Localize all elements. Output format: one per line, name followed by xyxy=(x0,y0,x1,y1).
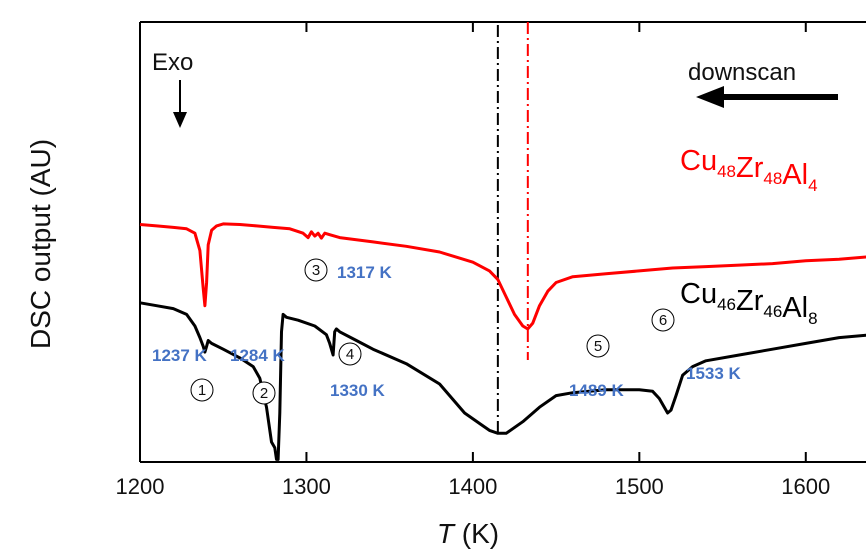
peak-3-number: 3 xyxy=(312,262,320,279)
peak-6-marker xyxy=(651,308,675,332)
peak-5: 5 1489 K xyxy=(569,334,625,400)
peak-1-temp: 1237 K xyxy=(152,346,208,365)
series-label-element: Zr xyxy=(736,152,764,184)
x-tick-label-1600: 1600 xyxy=(781,474,830,499)
series-label-element: Al xyxy=(782,159,808,191)
series-line-cu46zr46al8 xyxy=(139,301,866,461)
x-tick-label-1200: 1200 xyxy=(116,474,165,499)
scan-arrow-head xyxy=(696,86,724,108)
series-line-cu48zr48al4 xyxy=(139,222,866,331)
series-label-element: Cu xyxy=(680,145,717,177)
series-label-subscript: 48 xyxy=(717,162,736,181)
peak-3: 3 1317 K xyxy=(304,258,393,282)
peak-2-marker xyxy=(252,381,276,405)
peak-1-number: 1 xyxy=(198,382,206,399)
peak-1-marker xyxy=(190,378,214,402)
peak-6-temp: 1533 K xyxy=(686,364,742,383)
reference-lines xyxy=(496,22,529,433)
x-axis-title: T (K) xyxy=(437,518,499,549)
x-tick-label-1400: 1400 xyxy=(448,474,497,499)
peak-2-temp: 1284 K xyxy=(230,346,286,365)
series-lines xyxy=(139,222,866,461)
peak-3-marker xyxy=(304,258,328,282)
exo-arrow-head xyxy=(173,112,187,128)
series-label-subscript: 46 xyxy=(717,295,736,314)
peak-3-temp: 1317 K xyxy=(337,263,393,282)
series-label-subscript: 4 xyxy=(808,176,817,195)
scan-label: downscan xyxy=(688,59,796,86)
x-tick-label-1500: 1500 xyxy=(615,474,664,499)
series-label-element: Zr xyxy=(736,285,764,317)
series-label-cu48zr48al4: Cu48Zr48Al4 xyxy=(680,145,818,195)
peak-4-temp: 1330 K xyxy=(330,381,386,400)
y-axis-title: DSC output (AU) xyxy=(25,139,56,349)
peak-5-marker xyxy=(586,334,610,358)
peak-4-marker xyxy=(338,342,362,366)
x-ticks: 1200 1300 1400 1500 1600 xyxy=(116,22,830,499)
peak-1: 1 1237 K xyxy=(152,346,214,402)
x-axis-title-unit: (K) xyxy=(454,518,499,549)
series-label-subscript: 48 xyxy=(763,169,782,188)
peak-5-number: 5 xyxy=(594,338,602,355)
x-tick-label-1300: 1300 xyxy=(282,474,331,499)
peak-4-number: 4 xyxy=(346,346,354,363)
peak-6: 6 1533 K xyxy=(651,308,742,383)
peak-2: 2 1284 K xyxy=(230,346,286,405)
series-label-element: Al xyxy=(782,292,808,324)
series-label-subscript: 46 xyxy=(763,302,782,321)
series-label-cu46zr46al8: Cu46Zr46Al8 xyxy=(680,278,818,328)
x-axis-title-symbol: T xyxy=(437,518,456,549)
series-label-subscript: 8 xyxy=(808,309,817,328)
peak-2-number: 2 xyxy=(260,385,268,402)
peak-4: 4 1330 K xyxy=(330,342,386,400)
peak-5-temp: 1489 K xyxy=(569,381,625,400)
peak-6-number: 6 xyxy=(659,312,667,329)
exo-label: Exo xyxy=(152,49,193,76)
series-label-element: Cu xyxy=(680,278,717,310)
